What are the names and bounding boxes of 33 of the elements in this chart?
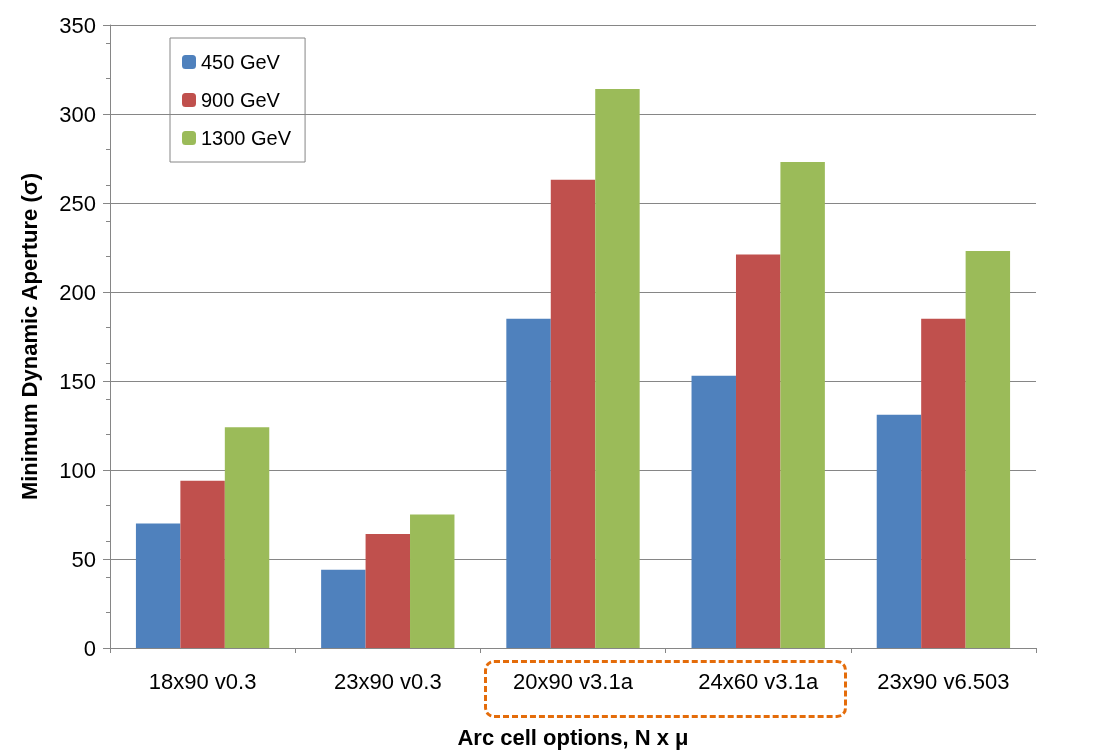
x-tick-label: 18x90 v0.3 (148, 668, 257, 694)
y-tick-label: 0 (83, 635, 96, 661)
y-tick-label: 50 (71, 546, 96, 572)
x-axis-title: Arc cell options, N x μ (457, 724, 689, 750)
bar (224, 427, 270, 648)
bar (180, 480, 225, 648)
bar (965, 251, 1011, 648)
x-tick-label: 23x90 v6.503 (877, 668, 1010, 694)
x-tick-label: 23x90 v0.3 (333, 668, 442, 694)
legend-label: 450 GeV (201, 51, 281, 73)
y-tick-label: 100 (59, 457, 96, 483)
y-tick-label: 200 (59, 279, 96, 305)
bar (135, 523, 181, 648)
bar (921, 318, 966, 648)
bar (321, 569, 366, 648)
bar (735, 254, 781, 648)
y-tick-label: 350 (59, 12, 96, 38)
bar (595, 89, 640, 648)
bar (506, 318, 551, 648)
bar (410, 514, 455, 648)
y-tick-label: 150 (59, 368, 96, 394)
y-tick-label: 250 (59, 190, 96, 216)
legend-label: 900 GeV (201, 89, 281, 111)
bar (876, 414, 922, 648)
x-tick-label: 24x60 v3.1a (698, 668, 819, 694)
bar (780, 162, 825, 648)
y-axis-title: Minimum Dynamic Aperture (σ) (16, 172, 42, 501)
bar (550, 179, 596, 648)
x-tick-label: 20x90 v3.1a (513, 668, 634, 694)
legend-label: 1300 GeV (201, 127, 292, 149)
y-tick-label: 300 (59, 101, 96, 127)
bar (365, 534, 411, 648)
bar (691, 375, 736, 648)
